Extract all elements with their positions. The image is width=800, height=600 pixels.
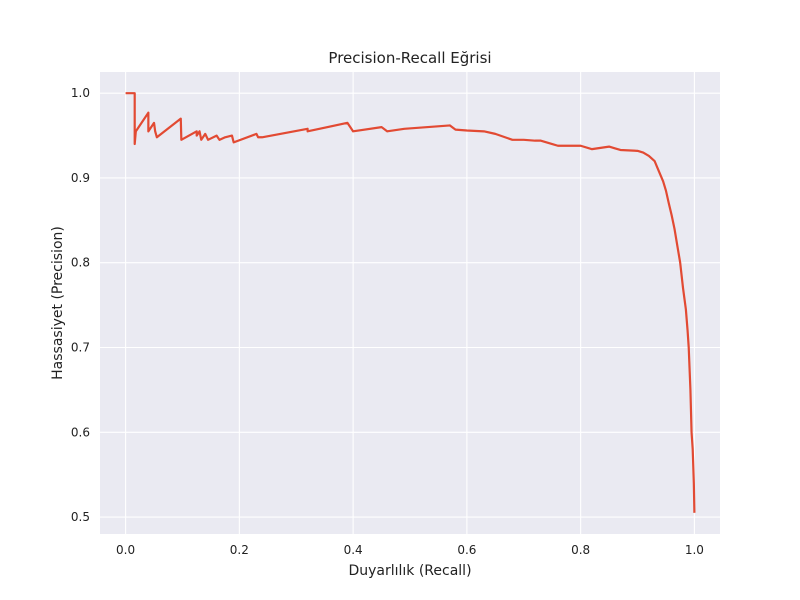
x-tick-label: 0.4	[344, 543, 363, 557]
y-tick-label: 1.0	[71, 86, 90, 100]
y-tick-label: 0.5	[71, 510, 90, 524]
grid-lines	[100, 72, 720, 534]
x-tick-label: 1.0	[685, 543, 704, 557]
x-axis-ticks: 0.0 0.2 0.4 0.6 0.8 1.0	[116, 543, 704, 557]
y-axis-ticks: 0.5 0.6 0.7 0.8 0.9 1.0	[71, 86, 90, 524]
x-tick-label: 0.6	[457, 543, 476, 557]
x-tick-label: 0.2	[230, 543, 249, 557]
y-axis-label: Hassasiyet (Precision)	[50, 226, 66, 380]
y-tick-label: 0.7	[71, 341, 90, 355]
y-tick-label: 0.6	[71, 425, 90, 439]
y-tick-label: 0.9	[71, 171, 90, 185]
chart-title: Precision-Recall Eğrisi	[328, 49, 491, 67]
x-tick-label: 0.8	[571, 543, 590, 557]
precision-recall-line	[125, 92, 696, 513]
plot-area	[100, 72, 720, 534]
x-tick-label: 0.0	[116, 543, 135, 557]
y-tick-label: 0.8	[71, 256, 90, 270]
x-axis-label: Duyarlılık (Recall)	[348, 563, 471, 579]
